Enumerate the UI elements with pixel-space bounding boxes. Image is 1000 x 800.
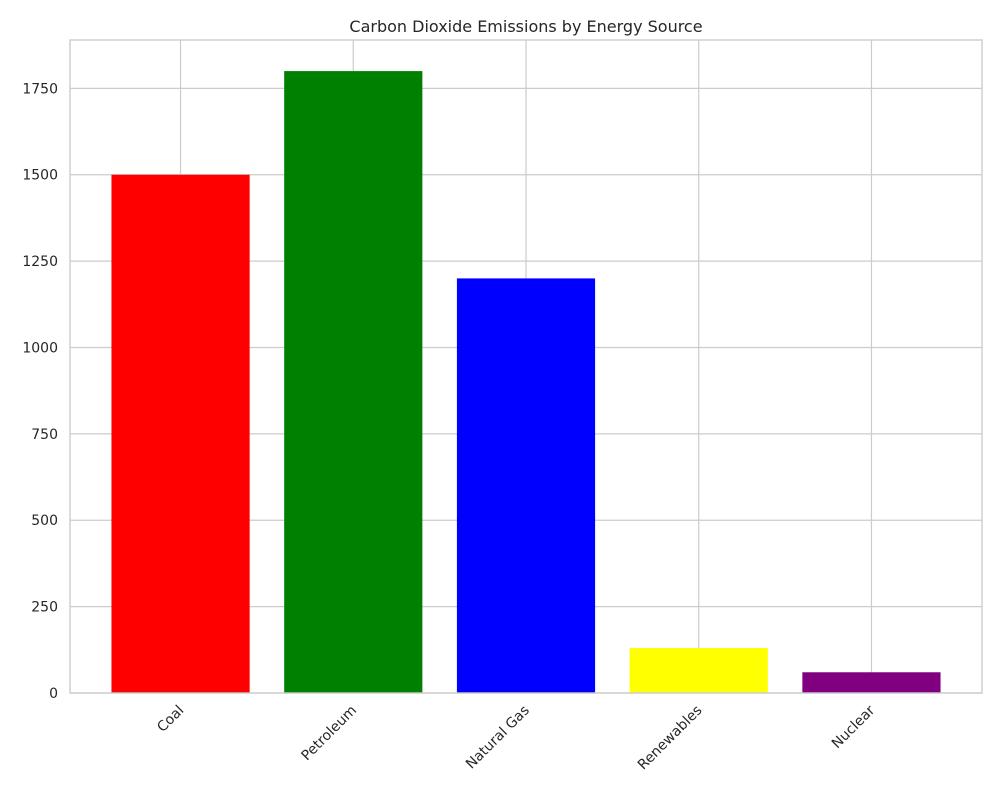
bar-natural-gas [456,278,596,693]
chart-title: Carbon Dioxide Emissions by Energy Sourc… [349,17,702,36]
bar-nuclear [802,672,941,693]
y-tick-label: 1250 [22,254,58,270]
bar-petroleum [284,71,423,694]
x-tick-label: Renewables [635,703,706,774]
y-tick-label: 0 [49,686,58,702]
bar-coal [111,174,250,693]
plot-frame [69,39,983,694]
bars [111,71,941,694]
x-tick-label: Coal [154,703,187,736]
y-axis-ticks: 0 250 500 750 1000 1250 1500 1750 [22,81,58,702]
y-tick-label: 500 [31,513,58,529]
y-tick-label: 1000 [22,340,58,356]
x-tick-label: Natural Gas [463,703,533,773]
y-tick-label: 1500 [22,168,58,184]
y-tick-label: 1750 [22,81,58,97]
y-tick-label: 250 [31,600,58,616]
x-axis-ticks: Coal Petroleum Natural Gas Renewables Nuclea… [154,702,878,773]
bar-renewables [629,648,768,693]
x-tick-label: Nuclear [829,702,879,752]
y-tick-label: 750 [31,427,58,443]
x-tick-label: Petroleum [299,703,361,765]
